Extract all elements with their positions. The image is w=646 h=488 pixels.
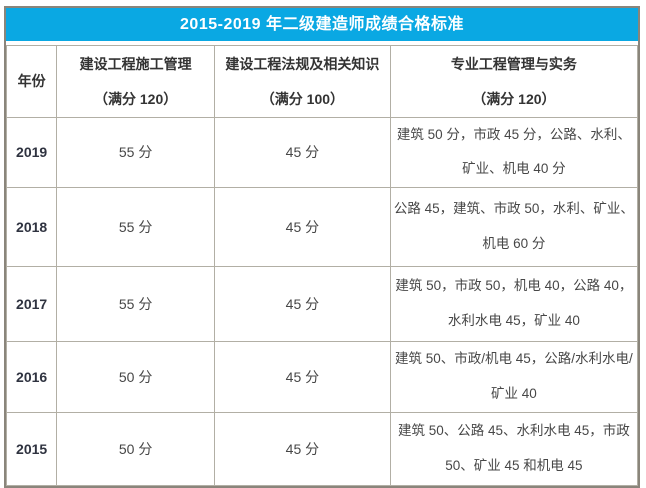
column-header-label: 建设工程法规及相关知识 [225, 55, 380, 72]
column-header-label: 年份 [17, 73, 46, 89]
column-header-year: 年份 [5, 45, 58, 118]
management-score-cell: 55 分 [56, 186, 215, 267]
table-row-2016: 2016 50 分 45 分 建筑 50、市政/机电 45，公路/水利水电/矿业… [5, 340, 639, 413]
column-header-subtitle: （满分 120） [93, 90, 178, 107]
score-table: 年份 建设工程施工管理 （满分 120） 建设工程法规及相关知识 （满分 100… [5, 45, 639, 486]
laws-score-cell: 45 分 [213, 117, 391, 188]
table-header-row: 年份 建设工程施工管理 （满分 120） 建设工程法规及相关知识 （满分 100… [5, 45, 639, 118]
year-cell: 2015 [5, 411, 58, 486]
practice-score-cell: 建筑 50、公路 45、水利水电 45，市政 50、矿业 45 和机电 45 [389, 411, 639, 486]
column-header-laws: 建设工程法规及相关知识 （满分 100） [213, 45, 391, 118]
management-score-cell: 50 分 [56, 411, 215, 486]
table-title: 2015-2019 年二级建造师成绩合格标准 [6, 8, 638, 41]
practice-score-cell: 建筑 50 分，市政 45 分，公路、水利、矿业、机电 40 分 [389, 117, 639, 188]
management-score-cell: 50 分 [56, 340, 215, 413]
table-row-2018: 2018 55 分 45 分 公路 45，建筑、市政 50，水利、矿业、机电 6… [5, 186, 639, 267]
laws-score-cell: 45 分 [213, 186, 391, 267]
column-header-management: 建设工程施工管理 （满分 120） [56, 45, 215, 118]
year-cell: 2016 [5, 340, 58, 413]
table-row-2015: 2015 50 分 45 分 建筑 50、公路 45、水利水电 45，市政 50… [5, 411, 639, 486]
practice-score-cell: 建筑 50、市政/机电 45，公路/水利水电/矿业 40 [389, 340, 639, 413]
score-standard-table-container: 2015-2019 年二级建造师成绩合格标准 年份 建设工程施工管理 （满分 1… [4, 6, 640, 488]
year-cell: 2019 [5, 117, 58, 188]
year-cell: 2018 [5, 186, 58, 267]
year-cell: 2017 [5, 265, 58, 342]
management-score-cell: 55 分 [56, 265, 215, 342]
column-header-label: 建设工程施工管理 [79, 55, 192, 72]
laws-score-cell: 45 分 [213, 340, 391, 413]
management-score-cell: 55 分 [56, 117, 215, 188]
table-row-2019: 2019 55 分 45 分 建筑 50 分，市政 45 分，公路、水利、矿业、… [5, 117, 639, 188]
column-header-subtitle: （满分 100） [260, 90, 345, 107]
laws-score-cell: 45 分 [213, 265, 391, 342]
table-row-2017: 2017 55 分 45 分 建筑 50，市政 50，机电 40，公路 40，水… [5, 265, 639, 342]
column-header-subtitle: （满分 120） [472, 90, 556, 107]
practice-score-cell: 建筑 50，市政 50，机电 40，公路 40，水利水电 45，矿业 40 [389, 265, 639, 342]
practice-score-cell: 公路 45，建筑、市政 50，水利、矿业、机电 60 分 [389, 186, 639, 267]
column-header-label: 专业工程管理与实务 [450, 55, 577, 72]
laws-score-cell: 45 分 [213, 411, 391, 486]
column-header-practice: 专业工程管理与实务 （满分 120） [389, 45, 639, 118]
